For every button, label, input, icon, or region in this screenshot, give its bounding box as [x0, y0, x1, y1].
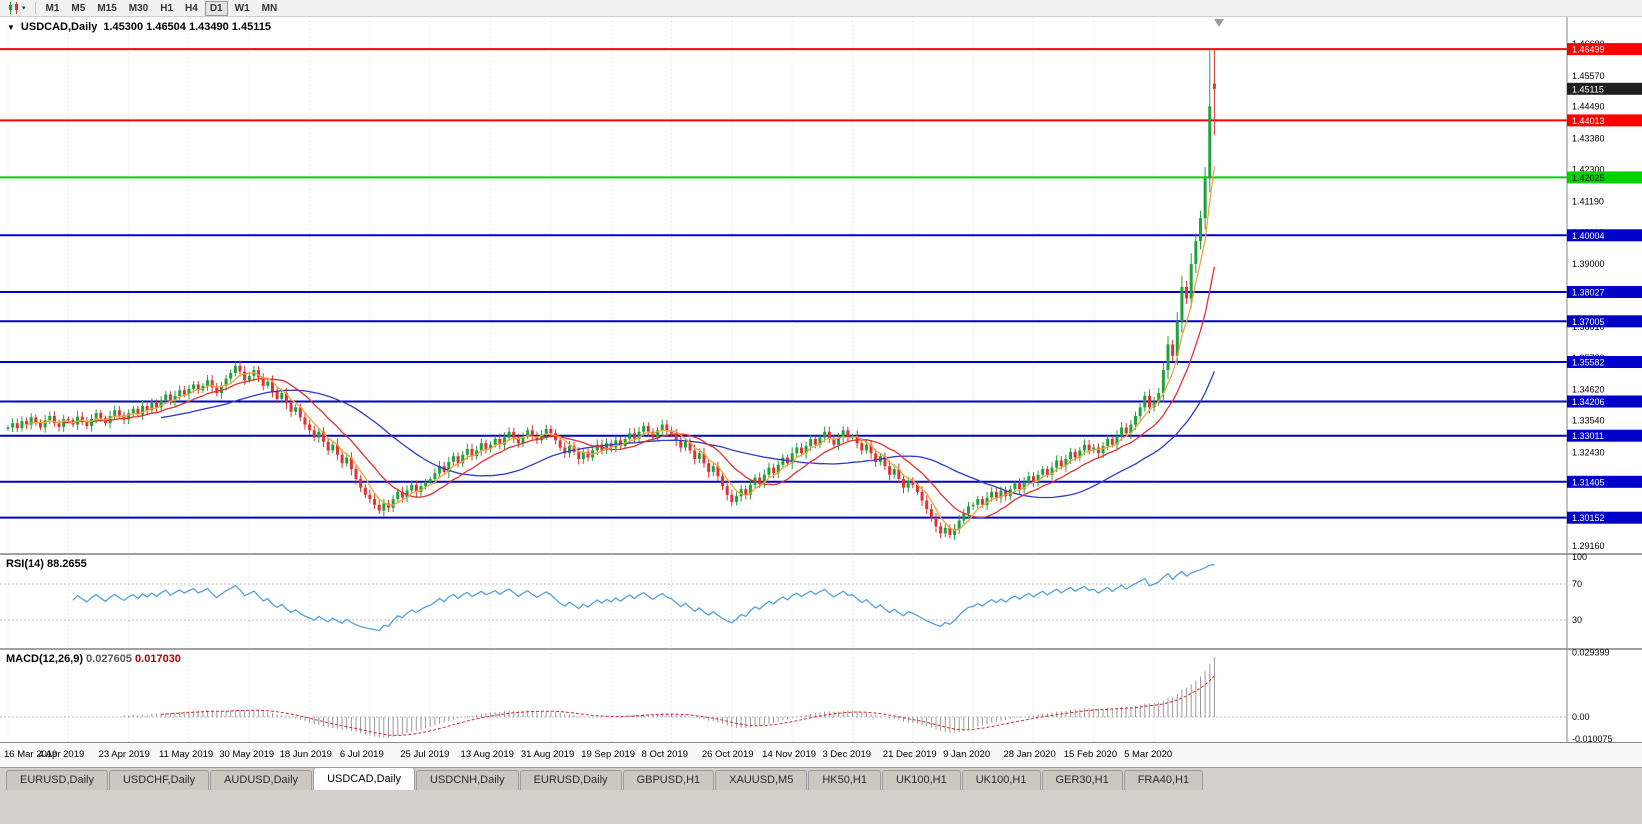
time-axis-label: 6 Jul 2019	[339, 749, 384, 760]
svg-text:100: 100	[1572, 552, 1587, 562]
svg-text:1.33011: 1.33011	[1572, 431, 1604, 441]
time-axis[interactable]: 16 Mar 2019 4 Apr 2019 23 Apr 2019 11 May 2…	[0, 743, 1642, 767]
chart-tab-2-audusd-daily[interactable]: AUDUSD,Daily	[210, 770, 313, 790]
svg-text:1.38027: 1.38027	[1572, 288, 1605, 298]
ma-mid-line	[63, 266, 1216, 519]
timeframe-button-mn[interactable]: MN	[257, 1, 283, 16]
chevron-down-icon: ▾	[22, 4, 26, 12]
timeframe-button-m5[interactable]: M5	[66, 1, 90, 16]
svg-text:1.31405: 1.31405	[1572, 477, 1605, 487]
svg-text:1.44013: 1.44013	[1572, 116, 1605, 126]
time-axis-label: 14 Nov 2019	[762, 749, 817, 760]
time-axis-label: 9 Jan 2020	[943, 749, 991, 760]
chart-tab-10-uk100-h1[interactable]: UK100,H1	[961, 770, 1041, 790]
svg-text:0.00: 0.00	[1572, 712, 1590, 722]
chart-canvas[interactable]: 1.466801.455701.444901.433801.423001.411…	[0, 17, 1642, 744]
svg-text:1.39000: 1.39000	[1572, 259, 1605, 269]
time-axis-label: 11 May 2019	[158, 749, 214, 760]
svg-text:1.46499: 1.46499	[1572, 45, 1605, 55]
chart-shift-marker[interactable]	[1214, 19, 1224, 27]
svg-text:1.42300: 1.42300	[1572, 165, 1605, 175]
svg-text:1.45570: 1.45570	[1572, 71, 1605, 81]
timeframe-button-h1[interactable]: H1	[155, 1, 178, 16]
time-axis-label: 16 Mar 2019	[4, 749, 58, 760]
panel-separators[interactable]	[0, 553, 1642, 743]
toolbar-separator	[34, 2, 36, 14]
time-axis-label: 21 Dec 2019	[882, 749, 937, 760]
svg-text:1.34206: 1.34206	[1572, 397, 1605, 407]
chart-tab-1-usdchf-daily[interactable]: USDCHF,Daily	[108, 770, 210, 790]
timeframe-button-m15[interactable]: M15	[92, 1, 121, 16]
status-strip	[0, 790, 1642, 824]
chart-tab-11-ger30-h1[interactable]: GER30,H1	[1041, 770, 1123, 790]
time-axis-label: 18 Jun 2019	[279, 749, 332, 760]
svg-text:0.029399: 0.029399	[1572, 647, 1610, 657]
timeframe-button-m1[interactable]: M1	[41, 1, 65, 16]
time-axis-label: 4 Apr 2019	[38, 749, 85, 760]
chart-canvas-host[interactable]: 1.466801.455701.444901.433801.423001.411…	[0, 17, 1642, 744]
chart-area[interactable]: 1.466801.455701.444901.433801.423001.411…	[0, 17, 1642, 767]
rsi-line	[72, 564, 1215, 632]
svg-text:1.40004: 1.40004	[1572, 231, 1605, 241]
svg-text:1.41190: 1.41190	[1572, 196, 1604, 206]
time-axis-label: 31 Aug 2019	[520, 749, 575, 760]
chart-tab-5-eurusd-daily[interactable]: EURUSD,Daily	[519, 770, 622, 790]
chart-tab-3-usdcad-daily[interactable]: USDCAD,Daily	[313, 767, 416, 790]
chart-tabs-bar: EURUSD,Daily USDCHF,Daily AUDUSD,Daily USDC…	[0, 767, 1642, 790]
time-axis-label: 26 Oct 2019	[701, 749, 754, 760]
price-level-lines[interactable]	[0, 48, 1567, 519]
svg-text:1.44490: 1.44490	[1572, 102, 1605, 112]
chart-background	[0, 17, 1642, 743]
svg-text:1.43380: 1.43380	[1572, 134, 1605, 144]
chart-tab-4-usdcnh-daily[interactable]: USDCNH,Daily	[416, 770, 519, 790]
period-button-group: M1 M5 M15 M30 H1 H4 D1 W1 MN	[40, 0, 284, 16]
timeframe-toolbar: ▾ M1 M5 M15 M30 H1 H4 D1 W1 MN	[0, 0, 1642, 17]
chart-type-button[interactable]: ▾	[2, 1, 31, 16]
time-axis-label: 3 Dec 2019	[822, 749, 872, 760]
svg-text:-0.010075: -0.010075	[1572, 734, 1613, 743]
time-axis-label: 23 Apr 2019	[98, 749, 150, 760]
candlestick-chart-icon	[9, 2, 18, 14]
svg-text:30: 30	[1572, 615, 1582, 625]
time-axis-label: 28 Jan 2020	[1003, 749, 1056, 760]
svg-text:70: 70	[1572, 579, 1582, 589]
time-axis-label: 30 May 2019	[219, 749, 275, 760]
collapse-triangle-icon[interactable]: ▼	[7, 22, 15, 32]
ma-fast-line	[26, 166, 1216, 532]
svg-text:1.29160: 1.29160	[1572, 541, 1605, 551]
timeframe-button-h4[interactable]: H4	[180, 1, 203, 16]
svg-text:1.37005: 1.37005	[1572, 317, 1605, 327]
macd-signal-line	[161, 675, 1215, 736]
time-axis-label: 15 Feb 2020	[1063, 749, 1118, 760]
svg-text:1.42025: 1.42025	[1572, 173, 1605, 183]
svg-text:1.45115: 1.45115	[1572, 84, 1604, 94]
time-axis-label: 13 Aug 2019	[460, 749, 514, 760]
chart-tab-0-eurusd-daily[interactable]: EURUSD,Daily	[6, 770, 108, 790]
macd-histogram	[123, 657, 1215, 738]
svg-text:1.32430: 1.32430	[1572, 447, 1605, 457]
time-axis-label: 19 Sep 2019	[581, 749, 636, 760]
timeframe-button-w1[interactable]: W1	[230, 1, 255, 16]
time-axis-label: 25 Jul 2019	[400, 749, 450, 760]
chart-tab-9-uk100-h1[interactable]: UK100,H1	[881, 770, 961, 790]
svg-text:1.33540: 1.33540	[1572, 416, 1605, 426]
svg-text:1.35582: 1.35582	[1572, 358, 1605, 368]
timeframe-button-d1[interactable]: D1	[204, 0, 228, 16]
chart-tab-12-fra40-h1[interactable]: FRA40,H1	[1123, 770, 1204, 790]
chart-tab-6-gbpusd-h1[interactable]: GBPUSD,H1	[622, 770, 715, 790]
time-axis-label: 8 Oct 2019	[641, 749, 688, 760]
svg-text:1.30152: 1.30152	[1572, 513, 1605, 523]
chart-tab-8-hk50-h1[interactable]: HK50,H1	[808, 770, 881, 790]
time-axis-label: 5 Mar 2020	[1124, 749, 1173, 760]
grid-layer	[0, 17, 1567, 743]
chart-tab-7-xauusd-m5[interactable]: XAUUSD,M5	[715, 770, 808, 790]
price-tags: 1.46499 1.44013 1.42025 1.40004 1.38027 1.370…	[1567, 43, 1642, 524]
timeframe-button-m30[interactable]: M30	[124, 1, 153, 16]
svg-text:1.34620: 1.34620	[1572, 385, 1605, 395]
